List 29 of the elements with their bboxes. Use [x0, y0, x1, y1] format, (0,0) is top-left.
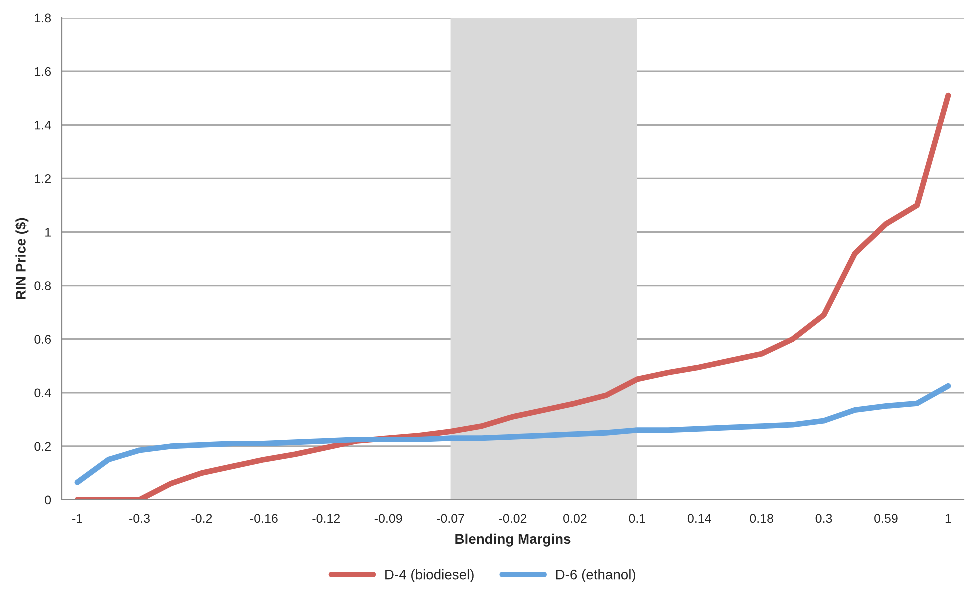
y-tick-label: 0.6	[34, 335, 52, 344]
x-tick-label: -0.2	[192, 514, 212, 524]
x-tick-label: 0.02	[564, 514, 587, 524]
x-tick-label: 0.59	[874, 514, 898, 524]
y-tick-label: 0.4	[34, 388, 52, 398]
y-tick-label: 1.8	[35, 14, 52, 23]
y-tick-label: 1	[46, 228, 51, 237]
y-tick-label: 1.4	[35, 121, 52, 130]
x-tick-label: 0.18	[750, 514, 774, 524]
x-tick-label: 1	[946, 514, 952, 523]
x-tick-label: 0.1	[629, 514, 646, 524]
x-tick-label: 0.3	[816, 514, 832, 524]
x-tick-label: -0.09	[374, 514, 402, 524]
y-tick-label: 1.6	[35, 67, 52, 76]
x-tick-label: 0.14	[688, 514, 712, 524]
x-tick-label: -0.3	[130, 514, 150, 524]
x-tick-label: -0.02	[499, 514, 527, 524]
x-axis-title: Blending Margins	[456, 534, 571, 547]
legend-label: D-4 (biodiesel)	[386, 570, 474, 582]
y-tick-label: 0.2	[34, 442, 51, 452]
y-tick-label: 0.8	[34, 282, 52, 290]
y-tick-label: 1.2	[35, 174, 51, 184]
x-tick-label: -0.16	[250, 514, 278, 524]
y-tick-label: 0	[45, 496, 52, 505]
legend-label: D-6 (ethanol)	[556, 570, 636, 582]
x-tick-label: -1	[72, 514, 82, 523]
y-axis-title: RIN Price ($)	[15, 218, 29, 300]
x-tick-label: -0.07	[437, 514, 464, 524]
x-tick-label: -0.12	[312, 514, 340, 524]
